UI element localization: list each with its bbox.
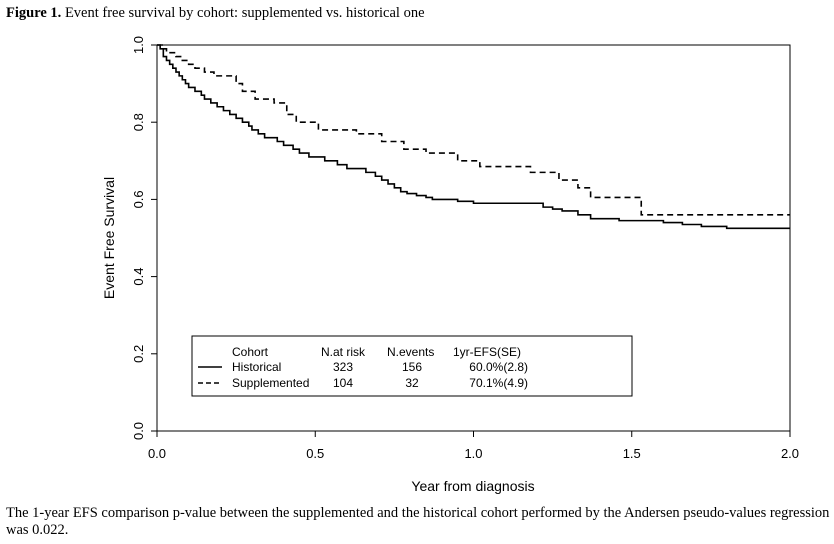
legend-header-at-risk: N.at risk xyxy=(321,345,366,359)
figure-caption: Figure 1. Event free survival by cohort:… xyxy=(6,5,425,22)
y-tick-label: 0.2 xyxy=(131,345,146,363)
legend-header-efs: 1yr-EFS(SE) xyxy=(453,345,521,359)
y-tick-label: 0.8 xyxy=(131,113,146,131)
series-historical xyxy=(157,44,790,230)
y-axis: 0.0 0.2 0.4 0.6 0.8 1.0 xyxy=(131,36,157,440)
legend-header-events: N.events xyxy=(387,345,434,359)
y-axis-label: Event Free Survival xyxy=(101,177,117,299)
figure-title: Event free survival by cohort: supplemen… xyxy=(64,5,425,21)
legend: Cohort N.at risk N.events 1yr-EFS(SE) Hi… xyxy=(191,335,633,397)
x-tick-label: 1.5 xyxy=(623,446,641,461)
y-tick-label: 0.0 xyxy=(131,422,146,440)
legend-events-supplemented: 32 xyxy=(405,376,419,390)
x-axis: 0.0 0.5 1.0 1.5 2.0 xyxy=(148,431,799,461)
series-supplemented xyxy=(157,44,790,216)
x-tick-label: 2.0 xyxy=(781,446,799,461)
x-axis-label: Year from diagnosis xyxy=(411,478,534,494)
y-tick-label: 0.6 xyxy=(131,190,146,208)
figure-label: Figure 1. xyxy=(6,5,62,21)
x-tick-label: 0.0 xyxy=(148,446,166,461)
legend-cohort-historical: Historical xyxy=(232,360,281,374)
legend-at-risk-supplemented: 104 xyxy=(333,376,353,390)
y-tick-label: 0.4 xyxy=(131,268,146,286)
legend-cohort-supplemented: Supplemented xyxy=(232,376,309,390)
legend-events-historical: 156 xyxy=(402,360,422,374)
legend-header-cohort: Cohort xyxy=(232,345,269,359)
legend-efs-historical: 60.0%(2.8) xyxy=(469,360,528,374)
series-group xyxy=(157,44,790,230)
legend-at-risk-historical: 323 xyxy=(333,360,353,374)
legend-box xyxy=(191,335,633,397)
y-tick-label: 1.0 xyxy=(131,36,146,54)
x-tick-label: 1.0 xyxy=(464,446,482,461)
x-tick-label: 0.5 xyxy=(306,446,324,461)
footnote: The 1-year EFS comparison p-value betwee… xyxy=(6,505,830,538)
legend-efs-supplemented: 70.1%(4.9) xyxy=(469,376,528,390)
